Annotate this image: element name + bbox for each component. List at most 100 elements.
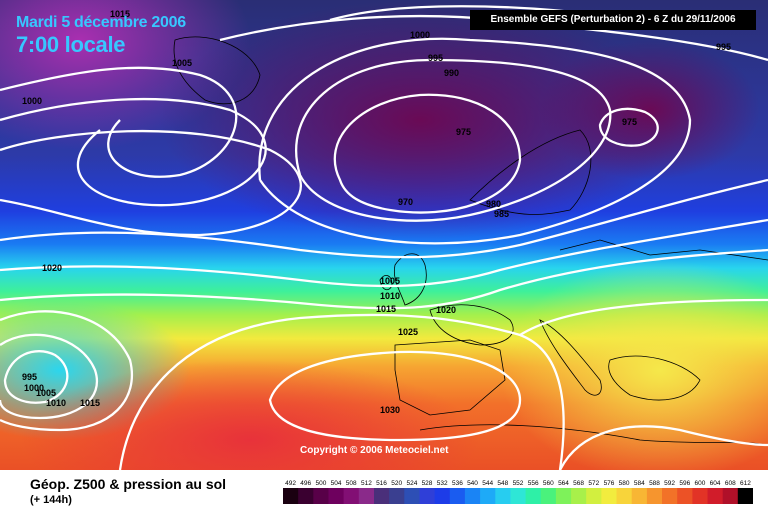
isobar-label: 975 — [622, 117, 637, 127]
run-info-banner: Ensemble GEFS (Perturbation 2) - 6 Z du … — [470, 10, 756, 30]
scale-swatch — [571, 488, 587, 504]
scale-swatch — [555, 488, 572, 504]
isobar-label: 1000 — [24, 383, 44, 393]
isobar-line — [333, 93, 522, 214]
scale-tick-label: 496 — [300, 480, 311, 487]
isobar-labels: 1015 1005 1000 1000 995 990 995 975 975 … — [22, 9, 731, 415]
scale-swatch — [298, 488, 314, 504]
isobar-label: 970 — [398, 197, 413, 207]
isobar-line — [0, 218, 768, 288]
scale-swatch — [586, 488, 602, 504]
weather-map-svg: 1015 1005 1000 1000 995 990 995 975 975 … — [0, 0, 768, 470]
isobar-label: 990 — [444, 68, 459, 78]
isobar-label: 1015 — [80, 398, 100, 408]
isobar-label: 980 — [486, 199, 501, 209]
scale-tick-label: 552 — [513, 480, 524, 487]
scale-swatch — [616, 488, 633, 504]
isobar-line — [258, 37, 692, 245]
scale-swatch — [692, 488, 709, 504]
iceland-coast — [173, 36, 261, 105]
scale-tick-label: 592 — [664, 480, 675, 487]
scale-tick-label: 576 — [604, 480, 615, 487]
isobar-label: 1010 — [46, 398, 66, 408]
scale-swatch — [449, 488, 466, 504]
scale-tick-label: 604 — [710, 480, 721, 487]
scale-tick-label: 512 — [361, 480, 372, 487]
isobar-label: 1000 — [22, 96, 42, 106]
mediterranean-yellow-zone — [500, 260, 768, 470]
isobar-label: 1015 — [376, 304, 396, 314]
scale-tick-label: 508 — [346, 480, 357, 487]
forecast-time: 7:00 locale — [16, 32, 126, 57]
color-scale: 492 496 500 504 508 512 516 520 524 528 532 536 540 5… — [283, 480, 753, 504]
low-pressure-east-zone — [540, 40, 760, 180]
isobar-label: 1005 — [36, 388, 56, 398]
scale-tick-label: 556 — [528, 480, 539, 487]
scale-tick-label: 596 — [679, 480, 690, 487]
scale-tick-label: 540 — [467, 480, 478, 487]
scale-swatch — [601, 488, 618, 504]
isobar-line — [0, 129, 302, 237]
isobar-line — [0, 310, 133, 432]
weather-map: 1015 1005 1000 1000 995 990 995 975 975 … — [0, 0, 768, 470]
isobar-line — [0, 333, 98, 420]
scale-swatch — [419, 488, 436, 504]
low-pressure-core-zone — [160, 0, 680, 240]
isobar-line — [598, 107, 659, 147]
forecast-date: Mardi 5 décembre 2006 — [16, 14, 186, 31]
isobar-label: 1030 — [380, 405, 400, 415]
france-coast — [429, 304, 514, 346]
scale-tick-label: 588 — [649, 480, 660, 487]
scale-swatch — [707, 488, 724, 504]
isobar-label: 985 — [494, 209, 509, 219]
scale-swatch — [464, 488, 481, 504]
isobar-label: 1005 — [380, 276, 400, 286]
scale-tick-label: 504 — [331, 480, 342, 487]
balkans-coast — [608, 355, 701, 401]
scale-tick-label: 584 — [634, 480, 645, 487]
scale-swatch — [374, 488, 390, 504]
isobar-label: 975 — [456, 127, 471, 137]
isobar-label: 995 — [716, 42, 731, 52]
isobar-line — [295, 58, 612, 222]
copyright-notice: Copyright © 2006 Meteociel.net — [300, 445, 449, 456]
isobar-line — [519, 298, 768, 336]
legend-title: Géop. Z500 & pression au sol — [30, 476, 227, 492]
scale-swatch — [631, 488, 648, 504]
isobar-line — [0, 248, 768, 310]
scale-tick-label: 572 — [588, 480, 599, 487]
isobar-line — [268, 350, 522, 442]
scale-tick-label: 544 — [482, 480, 493, 487]
scale-swatch — [540, 488, 557, 504]
scale-tick-label: 608 — [725, 480, 736, 487]
isobar-line — [558, 425, 768, 470]
scale-swatch — [662, 488, 678, 504]
scale-tick-label: 560 — [543, 480, 554, 487]
isobar-label: 1020 — [42, 263, 62, 273]
scale-tick-label: 612 — [740, 480, 751, 487]
scale-swatch — [737, 488, 753, 504]
scale-swatch — [525, 488, 542, 504]
scale-swatch — [404, 488, 420, 504]
scale-tick-label: 500 — [315, 480, 326, 487]
scale-tick-label: 600 — [694, 480, 705, 487]
scale-swatch — [646, 488, 663, 504]
scale-tick-label: 568 — [573, 480, 584, 487]
scale-swatch — [328, 488, 345, 504]
scale-tick-label: 528 — [422, 480, 433, 487]
isobar-label: 995 — [428, 53, 443, 63]
isobar-label: 1005 — [172, 58, 192, 68]
scale-tick-label: 580 — [619, 480, 630, 487]
scale-swatch — [677, 488, 693, 504]
scandinavia-coast — [469, 129, 592, 215]
iberia-coast — [394, 339, 506, 416]
subtropical-red-zone — [20, 360, 480, 470]
isobar-line — [0, 178, 768, 259]
isobar-line — [118, 313, 565, 470]
scale-swatch — [343, 488, 360, 504]
isobar-label: 1025 — [398, 327, 418, 337]
scale-swatch — [434, 488, 451, 504]
italy-coast — [539, 319, 602, 396]
isobar-label: 1010 — [380, 291, 400, 301]
scale-swatch — [389, 488, 405, 504]
